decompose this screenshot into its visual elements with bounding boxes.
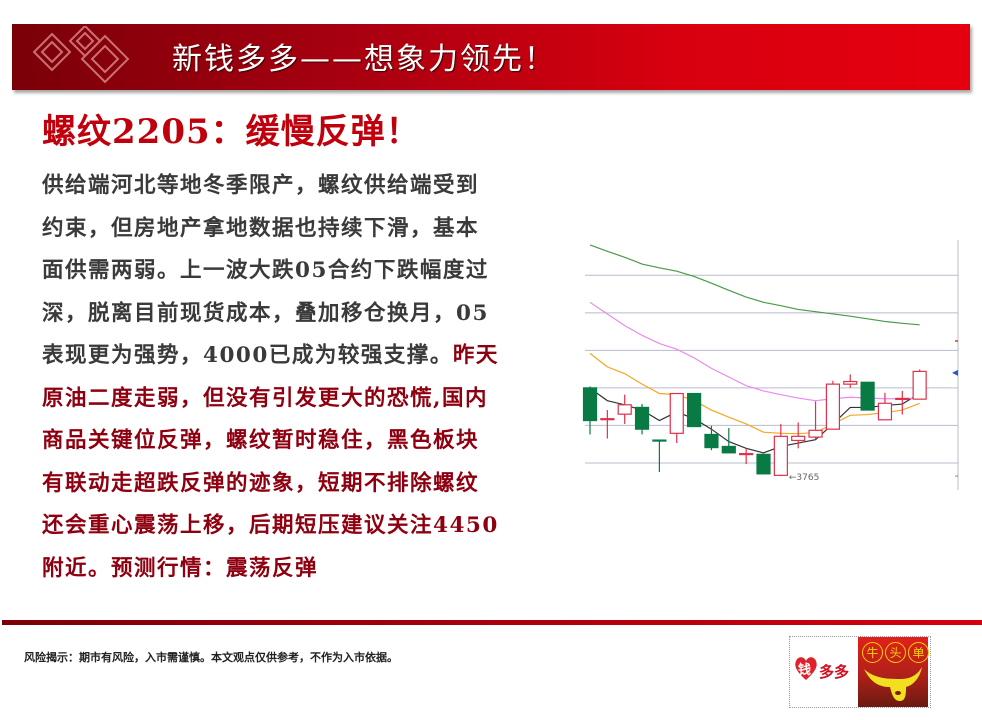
low-price-label: ←3765 [789, 473, 819, 483]
candle-body [704, 433, 719, 449]
candle-body [652, 439, 667, 442]
candle-body [808, 429, 823, 438]
text-segment: 面供需两弱。上一波大跌05合约下跌幅度过 [42, 258, 489, 283]
logo-char: 头 [885, 642, 906, 663]
candle-body [634, 406, 650, 430]
text-line: 原油二度走弱，但没有引发更大的恐慌,国内 [42, 383, 562, 426]
text-line: 有联动走超跌反弹的迹象，短期不排除螺纹 [42, 468, 562, 511]
candlestick-chart: ←3765 [582, 240, 959, 490]
text-line: 附近。预测行情：震荡反弹 [42, 553, 562, 596]
bull-head-icon [864, 667, 922, 701]
highlighted-text: 商品关键位反弹，螺纹暂时稳住，黑色板块 [42, 428, 480, 453]
text-line: 约束，但房地产拿地数据也持续下滑，基本 [42, 213, 562, 256]
candle-body [895, 397, 910, 401]
logo-heart-char: 钱 [798, 663, 812, 678]
candle-body [739, 452, 754, 456]
candle-body [877, 402, 893, 421]
text-line: 深，脱离目前现货成本，叠加移仓换月，05 [42, 298, 562, 341]
highlighted-text: 有联动走超跌反弹的迹象，短期不排除螺纹 [42, 470, 480, 496]
footer-divider [2, 620, 982, 625]
logo-char: 单 [908, 642, 929, 663]
candle-body [669, 392, 684, 434]
text-segment: 供给端河北等地冬季限产，螺纹供给端受到 [42, 173, 480, 198]
candle-body [686, 392, 702, 428]
highlighted-text: 昨天 [452, 343, 499, 368]
candle-body [912, 370, 927, 400]
candle-body [773, 435, 788, 476]
logo-brand-text: 多多 [819, 663, 850, 681]
candle-body [843, 380, 858, 385]
moving-average-line [589, 352, 920, 435]
headline: 螺纹2205：缓慢反弹！ [42, 112, 421, 152]
candle-body [582, 387, 598, 422]
highlighted-text: 附近。预测行情：震荡反弹 [42, 555, 319, 581]
text-line: 商品关键位反弹，螺纹暂时稳住，黑色板块 [42, 425, 562, 468]
text-segment: 深，脱离目前现货成本，叠加移仓换月，05 [42, 300, 489, 326]
qianduoduo-logo: 钱 多多 [790, 637, 858, 707]
candle-body [721, 445, 736, 454]
text-segment: 表现更为强势，4000已成为较强支撑。 [42, 343, 453, 368]
risk-notice: 风险揭示：期市有风险，入市需谨慎。本文观点仅供参考，不作为入市依据。 [24, 651, 398, 664]
logo-char: 牛 [862, 642, 883, 663]
text-line: 供给端河北等地冬季限产，螺纹供给端受到 [42, 170, 562, 213]
candle-body [617, 404, 632, 415]
candle-body [791, 435, 806, 442]
analysis-text: 供给端河北等地冬季限产，螺纹供给端受到 约束，但房地产拿地数据也持续下滑，基本 面供… [42, 170, 562, 595]
moving-average-line [589, 244, 920, 326]
header-banner: 新钱多多——想象力领先！ [12, 24, 970, 90]
brand-logo: 钱 多多 牛 头 单 [789, 636, 931, 708]
candle-body [860, 381, 875, 411]
text-line: 还会重心震荡上移，后期短压建议关注4450 [42, 510, 562, 553]
niutoudan-logo: 牛 头 单 [858, 637, 929, 707]
highlighted-text: 原油二度走弱，但没有引发更大的恐慌,国内 [42, 385, 488, 411]
text-line: 面供需两弱。上一波大跌05合约下跌幅度过 [42, 255, 562, 298]
decorative-diamond-pattern-icon [32, 26, 130, 84]
candle-body [756, 453, 771, 475]
banner-title: 新钱多多——想象力领先！ [172, 42, 556, 77]
highlighted-text: 还会重心震荡上移，后期短压建议关注4450 [42, 513, 499, 538]
candle-body [825, 383, 840, 430]
text-segment: 约束，但房地产拿地数据也持续下滑，基本 [42, 215, 480, 241]
text-line: 表现更为强势，4000已成为较强支撑。昨天 [42, 340, 562, 383]
current-price-arrow-icon [952, 369, 958, 376]
candle-body [600, 418, 615, 421]
heart-icon [795, 657, 817, 680]
